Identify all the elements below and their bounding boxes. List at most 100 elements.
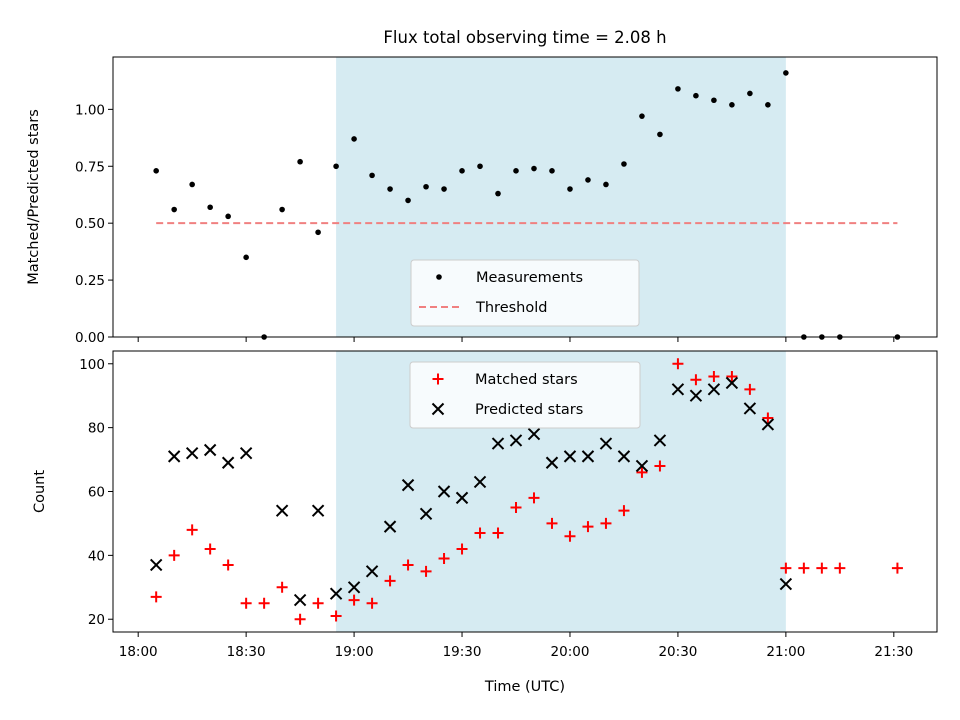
predicted-star-point [743, 402, 757, 415]
matched-star-point [798, 562, 810, 574]
matched-star-point [204, 543, 216, 555]
measurement-point [315, 229, 321, 236]
measurement-point [603, 181, 609, 188]
matched-star-point [186, 524, 198, 536]
legend-label: Matched stars [475, 372, 578, 388]
matched-star-point [816, 562, 828, 574]
measurement-point [531, 165, 537, 172]
matched-star-point [762, 412, 774, 424]
matched-star-point [891, 562, 903, 574]
measurement-point [333, 163, 339, 170]
matched-star-point [564, 530, 576, 542]
matched-star-point [618, 505, 630, 517]
predicted-star-point [149, 558, 163, 572]
measurement-point [171, 206, 177, 213]
matched-star-point [420, 565, 432, 577]
legend: Measurements Threshold [410, 259, 640, 327]
matched-star-point [276, 581, 288, 593]
plot-frame [112, 56, 938, 338]
measurement-point [243, 254, 249, 261]
measurement-point [477, 163, 483, 170]
predicted-star-point [707, 383, 721, 396]
legend: Matched stars Predicted stars [409, 361, 641, 429]
matched-star-point [150, 591, 162, 603]
matched-star-point [402, 559, 414, 571]
predicted-star-point [311, 504, 325, 517]
y-tick-label: 0.00 [75, 330, 105, 346]
predicted-star-point [185, 446, 199, 460]
plot-area [149, 358, 903, 625]
matched-star-point [690, 374, 702, 386]
matched-star-point [582, 521, 594, 533]
matched-star-point [492, 527, 504, 539]
measurement-point [513, 168, 519, 174]
predicted-star-point [509, 434, 523, 447]
matched-star-point [222, 559, 234, 571]
matched-star-point [528, 492, 540, 504]
x-tick-label: 19:30 [443, 644, 482, 660]
matched-star-point [168, 549, 180, 561]
matched-star-point [744, 383, 756, 395]
x-tick-label: 20:00 [551, 644, 590, 660]
bottom-panel-counts: 20 40 60 80 100 18:00 18:30 19:00 19:30 20:00 20:3… [32, 350, 938, 695]
predicted-star-point [167, 450, 181, 463]
matched-star-point [330, 610, 342, 622]
measurement-point [675, 86, 681, 92]
predicted-star-point [563, 450, 577, 463]
matched-star-point [510, 501, 522, 513]
predicted-star-point [239, 446, 253, 460]
measurement-point [585, 177, 591, 183]
measurement-point [423, 183, 429, 190]
predicted-star-point [671, 383, 685, 396]
predicted-star-point [473, 475, 487, 489]
matched-star-point [348, 594, 360, 606]
measurement-point [459, 168, 465, 174]
matched-star-point [600, 517, 612, 529]
matched-star-point [780, 562, 792, 574]
matched-star-point [636, 466, 648, 478]
x-tick-label: 20:30 [658, 644, 697, 660]
legend-box [410, 259, 640, 327]
predicted-star-point [635, 459, 649, 473]
matched-star-point [294, 613, 306, 625]
plot-area [153, 70, 901, 340]
matched-star-point [654, 460, 666, 472]
predicted-star-point [221, 456, 235, 469]
x-tick-label: 18:00 [119, 644, 158, 660]
measurement-point [747, 90, 753, 97]
y-tick-label: 80 [88, 421, 105, 437]
x-axis-label: Time (UTC) [484, 679, 565, 695]
measurement-point [351, 136, 357, 142]
predicted-star-point [419, 507, 433, 521]
measurement-point [549, 168, 555, 174]
measurement-point [495, 190, 501, 197]
measurement-point [153, 168, 159, 174]
measurement-point [225, 213, 231, 220]
predicted-star-point [761, 418, 775, 431]
predicted-star-point [455, 491, 469, 505]
x-tick-label: 18:30 [227, 644, 266, 660]
measurement-point [657, 131, 663, 138]
predicted-star-point [527, 427, 541, 441]
legend-label: Threshold [475, 300, 547, 316]
y-tick-label: 1.00 [75, 102, 105, 118]
measurement-point [387, 186, 393, 192]
matched-star-point [258, 597, 270, 609]
measurement-point [189, 181, 195, 188]
measurement-point [405, 197, 411, 204]
measurement-point [711, 97, 717, 104]
predicted-star-point [653, 434, 667, 447]
predicted-star-point [437, 485, 451, 498]
plot-frame [112, 350, 938, 633]
measurement-point [369, 172, 375, 179]
y-tick-label: 100 [79, 357, 105, 373]
matched-star-point [834, 562, 846, 574]
y-tick-label: 40 [88, 548, 105, 564]
predicted-star-point [383, 520, 397, 533]
measurement-point [621, 161, 627, 167]
predicted-star-point [545, 456, 559, 469]
matched-star-point [474, 527, 486, 539]
y-tick-label: 60 [88, 485, 105, 501]
measurement-point [783, 70, 789, 76]
